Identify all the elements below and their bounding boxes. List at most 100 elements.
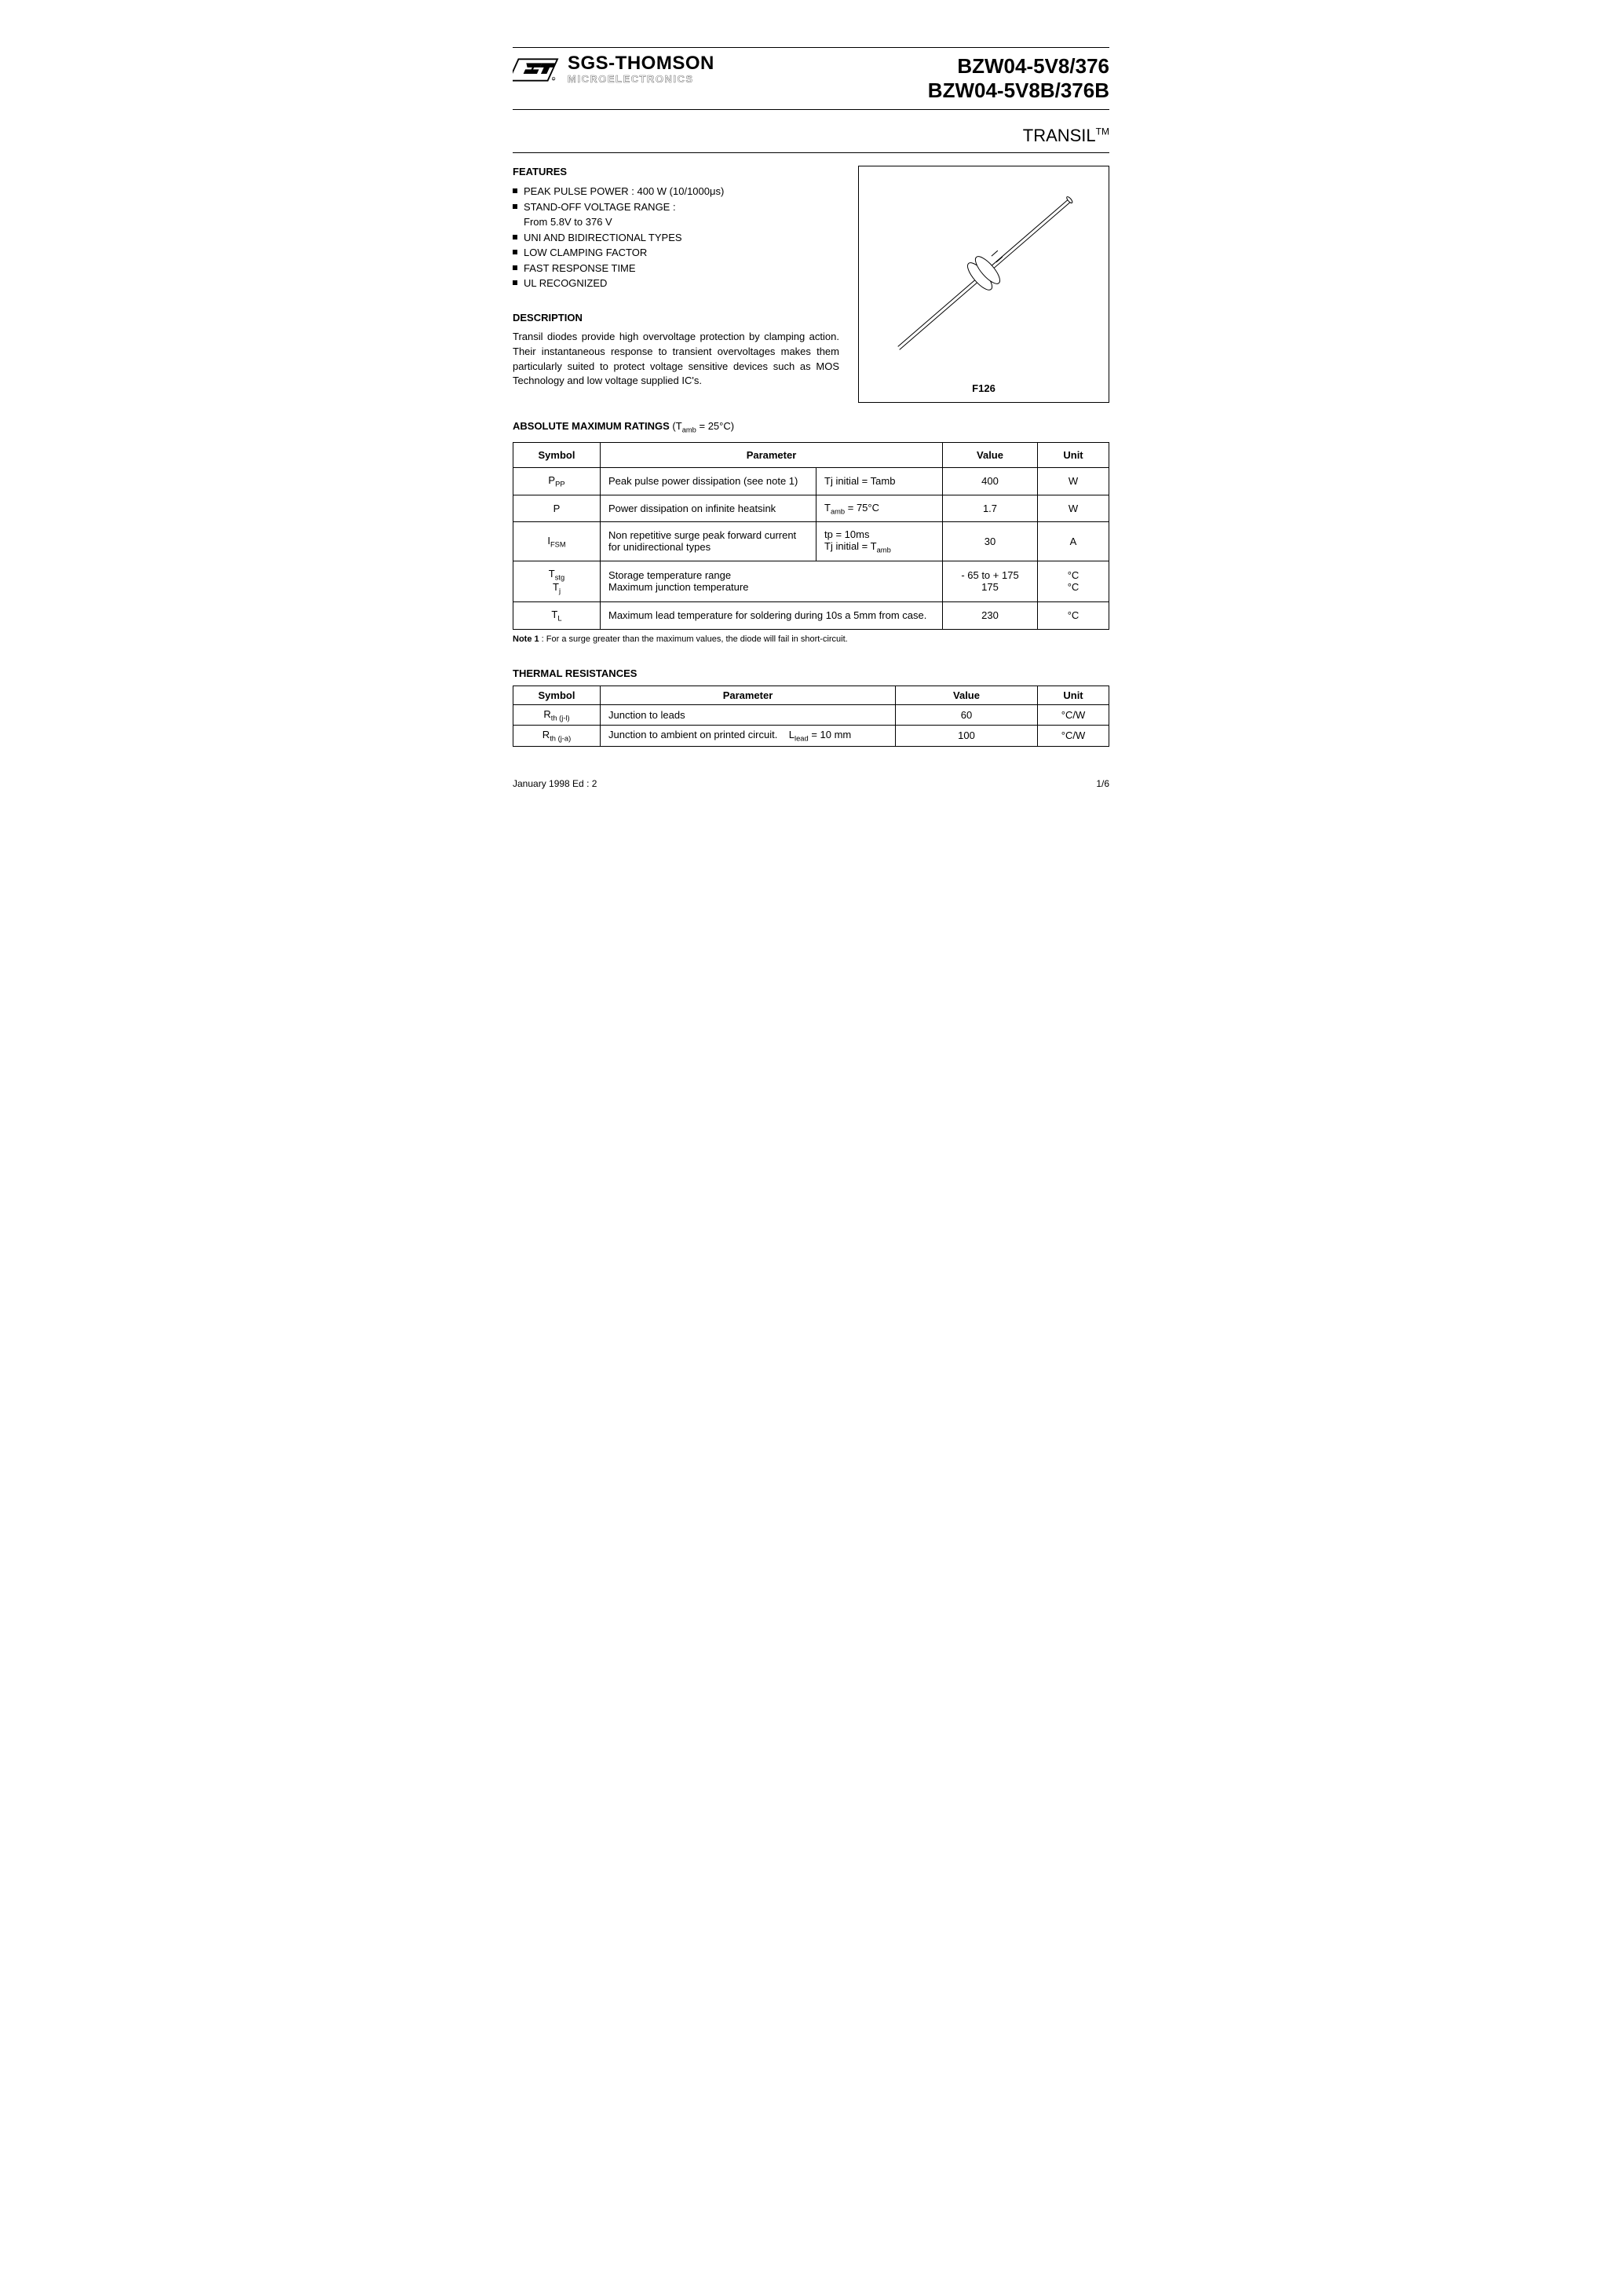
features-list: PEAK PULSE POWER : 400 W (10/1000μs) STA… — [513, 184, 839, 291]
symbol-cell: PPP — [513, 467, 601, 495]
table-header-row: Symbol Parameter Value Unit — [513, 442, 1109, 467]
header-row: R SGS-THOMSON MICROELECTRONICS BZW04-5V8… — [513, 51, 1109, 110]
param-cell: Peak pulse power dissipation (see note 1… — [601, 467, 816, 495]
package-diode-icon — [859, 166, 1109, 371]
bullet-icon — [513, 204, 517, 209]
description-heading: DESCRIPTION — [513, 312, 839, 324]
content-row: FEATURES PEAK PULSE POWER : 400 W (10/10… — [513, 166, 1109, 403]
product-family-row: TRANSILTM — [513, 110, 1109, 153]
company-name-line1: SGS-THOMSON — [568, 54, 714, 73]
feature-text: STAND-OFF VOLTAGE RANGE : — [524, 199, 676, 215]
feature-item: PEAK PULSE POWER : 400 W (10/1000μs) — [513, 184, 839, 199]
symbol-cell: TstgTj — [513, 561, 601, 601]
ratings-note: Note 1 : For a surge greater than the ma… — [513, 634, 1109, 644]
cond-cell: tp = 10msTj initial = Tamb — [816, 522, 943, 561]
feature-text: PEAK PULSE POWER : 400 W (10/1000μs) — [524, 184, 724, 199]
feature-item: UNI AND BIDIRECTIONAL TYPES — [513, 230, 839, 246]
col-value: Value — [943, 442, 1038, 467]
product-family-name: TRANSIL — [1023, 126, 1096, 145]
note-label: Note 1 — [513, 634, 539, 644]
cond-cell: Tj initial = Tamb — [816, 467, 943, 495]
col-unit: Unit — [1038, 686, 1109, 704]
param-cell: Storage temperature rangeMaximum junctio… — [601, 561, 943, 601]
feature-item: FAST RESPONSE TIME — [513, 261, 839, 276]
ratings-heading-bold: ABSOLUTE MAXIMUM RATINGS — [513, 420, 670, 432]
feature-item: UL RECOGNIZED — [513, 276, 839, 291]
feature-text: UL RECOGNIZED — [524, 276, 607, 291]
absolute-maximum-ratings-table: Symbol Parameter Value Unit PPP Peak pul… — [513, 442, 1109, 630]
part-number-1: BZW04-5V8/376 — [928, 54, 1109, 79]
value-cell: 30 — [943, 522, 1038, 561]
value-cell: 60 — [896, 704, 1038, 726]
symbol-cell: TL — [513, 601, 601, 629]
company-logo-block: R SGS-THOMSON MICROELECTRONICS — [513, 54, 714, 86]
features-heading: FEATURES — [513, 166, 839, 177]
unit-cell: W — [1038, 495, 1109, 522]
thermal-heading: THERMAL RESISTANCES — [513, 667, 1109, 679]
bullet-icon — [513, 188, 517, 193]
top-rule — [513, 47, 1109, 48]
col-symbol: Symbol — [513, 686, 601, 704]
value-cell: 100 — [896, 726, 1038, 747]
footer-page-number: 1/6 — [1096, 778, 1109, 789]
unit-cell: °C/W — [1038, 704, 1109, 726]
thermal-resistances-table: Symbol Parameter Value Unit Rth (j-l) Ju… — [513, 686, 1109, 747]
value-cell: 1.7 — [943, 495, 1038, 522]
part-number-2: BZW04-5V8B/376B — [928, 79, 1109, 103]
param-cell: Junction to ambient on printed circuit. … — [601, 726, 896, 747]
note-body: : For a surge greater than the maximum v… — [539, 634, 848, 644]
param-cell: Non repetitive surge peak forward curren… — [601, 522, 816, 561]
bullet-icon — [513, 280, 517, 285]
symbol-cell: Rth (j-l) — [513, 704, 601, 726]
symbol-cell: P — [513, 495, 601, 522]
package-outline-box: F126 — [858, 166, 1109, 403]
bullet-icon — [513, 250, 517, 254]
value-cell: 230 — [943, 601, 1038, 629]
cond-text: Llead = 10 mm — [789, 729, 851, 740]
company-name-block: SGS-THOMSON MICROELECTRONICS — [568, 54, 714, 86]
table-row: TL Maximum lead temperature for solderin… — [513, 601, 1109, 629]
feature-subtext: From 5.8V to 376 V — [524, 214, 839, 230]
symbol-cell: Rth (j-a) — [513, 726, 601, 747]
table-row: Rth (j-l) Junction to leads 60 °C/W — [513, 704, 1109, 726]
bullet-icon — [513, 265, 517, 270]
part-number-block: BZW04-5V8/376 BZW04-5V8B/376B — [928, 54, 1109, 103]
left-column: FEATURES PEAK PULSE POWER : 400 W (10/10… — [513, 166, 839, 403]
table-row: PPP Peak pulse power dissipation (see no… — [513, 467, 1109, 495]
package-label: F126 — [859, 382, 1109, 394]
st-logo-icon: R — [513, 54, 561, 86]
col-parameter: Parameter — [601, 686, 896, 704]
value-cell: - 65 to + 175175 — [943, 561, 1038, 601]
param-cell: Junction to leads — [601, 704, 896, 726]
ratings-heading: ABSOLUTE MAXIMUM RATINGS (Tamb = 25°C) — [513, 420, 1109, 434]
unit-cell: °C°C — [1038, 561, 1109, 601]
param-cell: Maximum lead temperature for soldering d… — [601, 601, 943, 629]
datasheet-page: R SGS-THOMSON MICROELECTRONICS BZW04-5V8… — [473, 0, 1149, 821]
symbol-cell: IFSM — [513, 522, 601, 561]
unit-cell: A — [1038, 522, 1109, 561]
value-cell: 400 — [943, 467, 1038, 495]
footer-row: January 1998 Ed : 2 1/6 — [513, 778, 1109, 789]
col-unit: Unit — [1038, 442, 1109, 467]
table-row: Rth (j-a) Junction to ambient on printed… — [513, 726, 1109, 747]
unit-cell: W — [1038, 467, 1109, 495]
param-text: Junction to ambient on printed circuit. — [608, 729, 777, 740]
feature-item: STAND-OFF VOLTAGE RANGE : — [513, 199, 839, 215]
feature-item: LOW CLAMPING FACTOR — [513, 245, 839, 261]
right-column: F126 — [858, 166, 1109, 403]
table-row: IFSM Non repetitive surge peak forward c… — [513, 522, 1109, 561]
unit-cell: °C — [1038, 601, 1109, 629]
unit-cell: °C/W — [1038, 726, 1109, 747]
feature-text: LOW CLAMPING FACTOR — [524, 245, 647, 261]
bullet-icon — [513, 235, 517, 239]
company-name-line2: MICROELECTRONICS — [568, 73, 714, 86]
param-cell: Power dissipation on infinite heatsink — [601, 495, 816, 522]
footer-date: January 1998 Ed : 2 — [513, 778, 597, 789]
col-symbol: Symbol — [513, 442, 601, 467]
ratings-heading-cond: (Tamb = 25°C) — [670, 420, 734, 432]
feature-text: UNI AND BIDIRECTIONAL TYPES — [524, 230, 682, 246]
table-row: TstgTj Storage temperature rangeMaximum … — [513, 561, 1109, 601]
table-row: P Power dissipation on infinite heatsink… — [513, 495, 1109, 522]
table-header-row: Symbol Parameter Value Unit — [513, 686, 1109, 704]
cond-cell: Tamb = 75°C — [816, 495, 943, 522]
